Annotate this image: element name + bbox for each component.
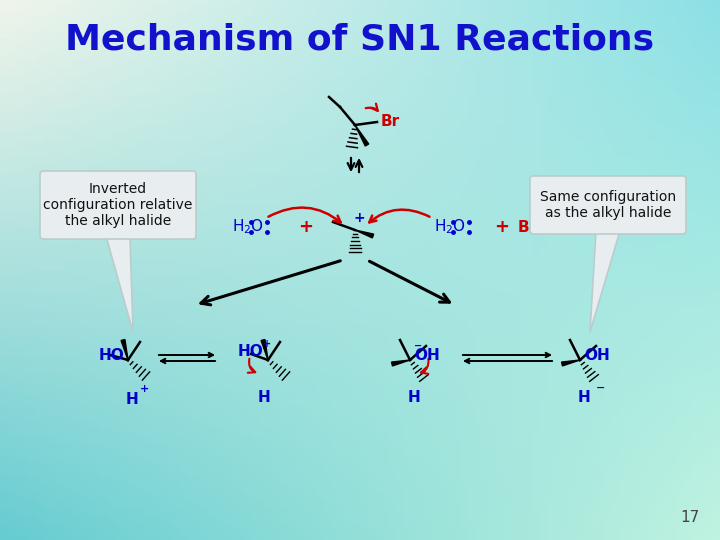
Text: −: − [596, 383, 606, 393]
Text: +: + [140, 384, 149, 394]
Polygon shape [261, 340, 268, 360]
Text: H: H [408, 390, 420, 405]
Polygon shape [106, 236, 133, 332]
Text: OH: OH [584, 348, 610, 362]
Text: Same configuration
as the alkyl halide: Same configuration as the alkyl halide [540, 190, 676, 220]
Text: OH: OH [414, 348, 440, 362]
Text: Br: Br [381, 113, 400, 129]
Text: +: + [299, 218, 313, 236]
Polygon shape [562, 360, 580, 366]
Text: $\mathsf{H_2O}$: $\mathsf{H_2O}$ [434, 218, 466, 237]
Text: HO: HO [98, 348, 124, 362]
Text: HO: HO [238, 345, 263, 360]
Text: −: − [414, 341, 422, 351]
Text: $\mathsf{H_2O}$: $\mathsf{H_2O}$ [232, 218, 264, 237]
Text: Br: Br [518, 219, 537, 234]
Polygon shape [355, 125, 369, 146]
FancyBboxPatch shape [40, 171, 196, 239]
Text: +: + [354, 211, 365, 225]
FancyBboxPatch shape [530, 176, 686, 234]
Text: H: H [577, 390, 590, 405]
Polygon shape [355, 230, 374, 238]
Polygon shape [590, 231, 620, 332]
Polygon shape [392, 360, 410, 366]
Text: Mechanism of SN1 Reactions: Mechanism of SN1 Reactions [66, 23, 654, 57]
Text: +: + [495, 218, 510, 236]
Text: Inverted
configuration relative
the alkyl halide: Inverted configuration relative the alky… [43, 182, 193, 228]
Polygon shape [121, 340, 128, 360]
Text: 17: 17 [680, 510, 700, 525]
Text: H: H [125, 392, 138, 407]
Text: +: + [263, 339, 271, 349]
Text: H: H [258, 390, 271, 405]
Text: −: − [540, 214, 551, 227]
